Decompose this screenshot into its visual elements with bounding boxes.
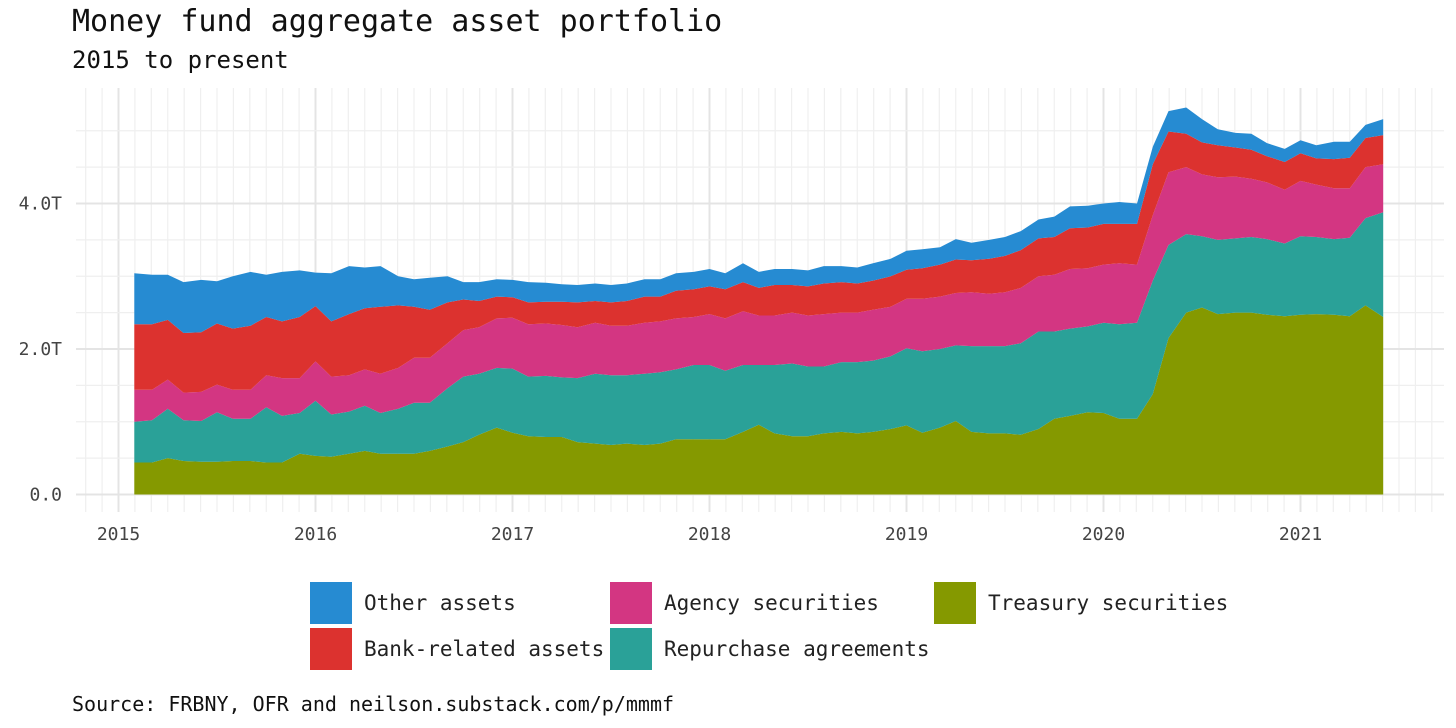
area-repurchase-agreements [134, 212, 1384, 463]
x-tick-label: 2018 [688, 524, 731, 545]
legend-item-repurchase-agreements: Repurchase agreements [610, 628, 930, 670]
legend-label-treasury-securities: Treasury securities [988, 591, 1229, 615]
stacked-areas [134, 107, 1384, 495]
y-tick-label: 2.0T [19, 339, 63, 360]
area-treasury-securities [134, 305, 1384, 495]
legend-swatch-other-assets [310, 582, 352, 624]
y-axis: 0.0 2.0T 4.0T [19, 194, 63, 506]
x-axis: 2015 2016 2017 2018 2019 2020 2021 [97, 524, 1322, 545]
legend-swatch-bank-related-assets [310, 628, 352, 670]
x-tick-label: 2017 [491, 524, 534, 545]
y-tick-label: 0.0 [29, 485, 62, 506]
legend-swatch-treasury-securities [934, 582, 976, 624]
x-tick-label: 2020 [1082, 524, 1125, 545]
chart-title: Money fund aggregate asset portfolio [72, 4, 723, 39]
source-caption: Source: FRBNY, OFR and neilson.substack.… [72, 692, 675, 716]
x-tick-label: 2021 [1279, 524, 1322, 545]
legend-label-bank-related-assets: Bank-related assets [364, 637, 605, 661]
y-tick-label: 4.0T [19, 194, 63, 215]
area-bank-related-assets [134, 131, 1384, 393]
area-other-assets [134, 107, 1384, 333]
legend-swatch-agency-securities [610, 582, 652, 624]
x-tick-label: 2019 [885, 524, 928, 545]
legend-item-bank-related-assets: Bank-related assets [310, 628, 604, 670]
area-agency-securities [134, 164, 1384, 422]
legend-item-other-assets: Other assets [310, 582, 516, 624]
area-chart: 0.0 2.0T 4.0T 2015 2016 2017 2018 2019 2020 2021 [19, 88, 1444, 545]
x-tick-label: 2016 [294, 524, 337, 545]
legend-swatch-repurchase-agreements [610, 628, 652, 670]
x-tick-label: 2015 [97, 524, 140, 545]
legend: Other assets Bank-related assets Agency … [310, 582, 1270, 672]
legend-item-agency-securities: Agency securities [610, 582, 879, 624]
legend-label-agency-securities: Agency securities [664, 591, 879, 615]
legend-item-treasury-securities: Treasury securities [934, 582, 1228, 624]
legend-label-other-assets: Other assets [364, 591, 516, 615]
legend-label-repurchase-agreements: Repurchase agreements [664, 637, 930, 661]
chart-subtitle: 2015 to present [72, 46, 289, 74]
